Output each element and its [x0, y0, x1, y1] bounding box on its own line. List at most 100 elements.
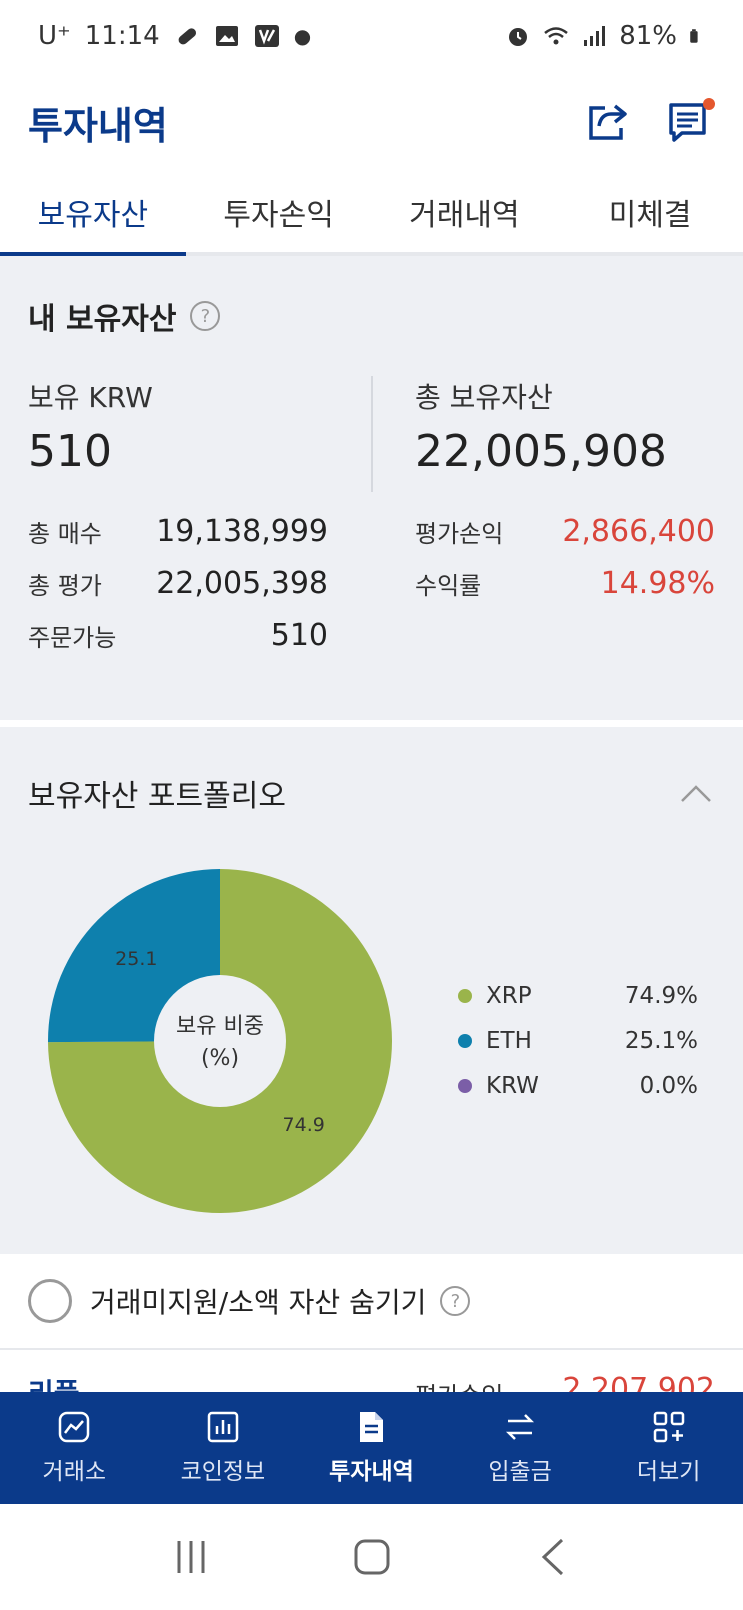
home-button[interactable] — [350, 1535, 394, 1579]
home-icon — [354, 1539, 389, 1575]
recent-apps-icon — [177, 1541, 204, 1573]
transfer-arrows-icon — [506, 1414, 535, 1440]
help-icon[interactable]: ? — [190, 301, 221, 331]
asset-row-peek[interactable]: 리플 평가손익 2,207,902 — [0, 1352, 743, 1392]
page-title: 투자내역 — [28, 103, 168, 148]
return-rate-value: 14.98% — [600, 566, 715, 601]
legend-dot-krw — [458, 1078, 472, 1093]
holdings-summary: 내 보유자산 ? 보유 KRW 510 총 보유자산 22,005,908 총 … — [0, 256, 743, 720]
clock: 11:14 — [84, 21, 160, 51]
back-button[interactable] — [531, 1535, 575, 1579]
orderable-row: 주문가능 510 — [28, 618, 328, 653]
battery-icon — [690, 29, 698, 43]
battery-percent: 81% — [619, 21, 677, 51]
total-buy-row: 총 매수 19,138,999 — [28, 514, 328, 549]
back-icon — [541, 1538, 563, 1576]
center-label-line1: 보유 비중 — [176, 1014, 264, 1039]
total-label: 총 보유자산 — [415, 381, 553, 414]
summary-title-text: 내 보유자산 — [28, 302, 177, 337]
nav-more[interactable]: 더보기 — [594, 1392, 743, 1504]
legend-name-krw: KRW — [486, 1072, 539, 1099]
more-grid-icon — [653, 1411, 684, 1443]
share-button[interactable] — [581, 96, 633, 148]
orderable-value: 510 — [270, 618, 328, 653]
orderable-label: 주문가능 — [28, 624, 117, 652]
total-value: 22,005,908 — [415, 426, 667, 477]
asset-name: 리플 — [28, 1372, 80, 1392]
legend-dot-xrp — [458, 988, 472, 1003]
portfolio-donut-chart: 보유 비중 (%) 74.9 25.1 — [48, 869, 393, 1213]
slice-label-eth: 25.1 — [115, 948, 157, 970]
alarm-icon — [509, 28, 528, 46]
tab-trade-history[interactable]: 거래내역 — [409, 198, 520, 233]
bottom-navigation: 거래소 코인정보 투자내역 입출금 더보기 — [0, 1392, 743, 1504]
legend-item-eth: ETH 25.1% — [458, 1018, 698, 1063]
slice-label-xrp: 74.9 — [283, 1114, 325, 1136]
legend-value-xrp: 74.9% — [624, 982, 698, 1009]
wifi-icon — [544, 27, 568, 45]
krw-block: 보유 KRW 510 — [28, 376, 153, 477]
asset-pl-label: 평가손익 — [415, 1376, 503, 1392]
tab-unfilled[interactable]: 미체결 — [608, 198, 692, 233]
total-eval-value: 22,005,398 — [156, 566, 328, 601]
carrier-label: U⁺ — [38, 21, 71, 51]
center-label-line2: (%) — [201, 1046, 239, 1071]
eval-pl-row: 평가손익 2,866,400 — [415, 514, 715, 549]
nav-investment-history[interactable]: 투자내역 — [297, 1392, 446, 1504]
divider — [371, 376, 373, 492]
summary-title: 내 보유자산 ? — [28, 294, 221, 338]
krw-value: 510 — [28, 426, 112, 477]
hide-small-assets-label: 거래미지원/소액 자산 숨기기 — [90, 1286, 427, 1319]
legend-value-krw: 0.0% — [639, 1072, 698, 1099]
tab-holdings[interactable]: 보유자산 — [0, 172, 186, 256]
pill-icon — [178, 28, 196, 45]
tab-profit-loss[interactable]: 투자손익 — [223, 198, 334, 233]
total-buy-value: 19,138,999 — [156, 514, 328, 549]
status-bar: U⁺ 11:14 ● 81% — [0, 0, 743, 72]
bar-chart-icon — [207, 1411, 239, 1443]
total-eval-row: 총 평가 22,005,398 — [28, 566, 328, 601]
portfolio-section: 보유자산 포트폴리오 보유 비중 (%) 74.9 25.1 XRP 74.9% … — [0, 724, 743, 1254]
hide-small-assets-row[interactable]: 거래미지원/소액 자산 숨기기 ? — [0, 1254, 743, 1350]
app-notify-icon — [254, 25, 279, 47]
portfolio-title: 보유자산 포트폴리오 — [28, 779, 286, 814]
notice-button[interactable] — [663, 96, 715, 148]
krw-label: 보유 KRW — [28, 381, 153, 414]
signal-icon — [584, 26, 606, 46]
nav-deposit-withdraw[interactable]: 입출금 — [446, 1392, 595, 1504]
nav-coin-info[interactable]: 코인정보 — [149, 1392, 298, 1504]
legend-value-eth: 25.1% — [624, 1027, 698, 1054]
document-icon — [360, 1412, 384, 1442]
help-icon[interactable]: ? — [440, 1286, 471, 1316]
legend-name-xrp: XRP — [486, 982, 532, 1009]
return-rate-label: 수익률 — [415, 572, 482, 600]
new-notice-dot — [703, 98, 715, 110]
app-header: 투자내역 — [0, 72, 743, 172]
recent-apps-button[interactable] — [169, 1535, 213, 1579]
nav-more-label: 더보기 — [636, 1459, 701, 1485]
asset-pl-value: 2,207,902 — [562, 1372, 715, 1392]
exchange-chart-icon — [59, 1411, 90, 1443]
legend-item-krw: KRW 0.0% — [458, 1063, 698, 1108]
share-icon — [589, 104, 627, 140]
nav-exchange[interactable]: 거래소 — [0, 1392, 149, 1504]
total-buy-label: 총 매수 — [28, 520, 102, 548]
nav-coin-info-label: 코인정보 — [180, 1459, 266, 1485]
nav-exchange-label: 거래소 — [42, 1459, 107, 1485]
return-rate-row: 수익률 14.98% — [415, 566, 715, 601]
total-block: 총 보유자산 22,005,908 — [415, 376, 667, 477]
tab-bar: 보유자산 투자손익 거래내역 미체결 — [0, 172, 743, 256]
eval-pl-label: 평가손익 — [415, 520, 504, 548]
nav-investment-history-label: 투자내역 — [329, 1459, 414, 1485]
eval-pl-value: 2,866,400 — [562, 514, 715, 549]
more-notify-dot: ● — [293, 24, 312, 48]
system-navigation — [0, 1504, 743, 1610]
chart-legend: XRP 74.9% ETH 25.1% KRW 0.0% — [458, 973, 698, 1108]
legend-name-eth: ETH — [486, 1027, 532, 1054]
donut-hole — [154, 975, 286, 1107]
image-icon — [215, 26, 238, 46]
chevron-up-icon[interactable] — [679, 777, 713, 811]
hide-small-assets-checkbox[interactable] — [28, 1279, 72, 1323]
nav-deposit-withdraw-label: 입출금 — [488, 1459, 552, 1485]
notice-list-icon — [669, 103, 706, 142]
